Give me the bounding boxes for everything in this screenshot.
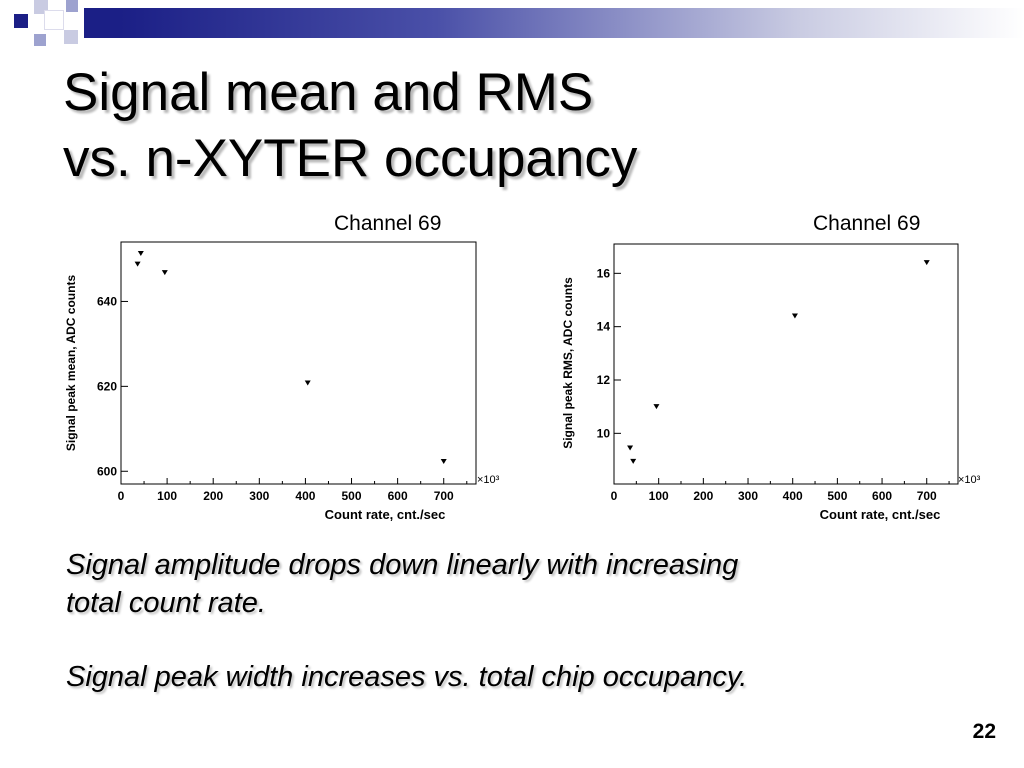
data-point <box>440 458 447 464</box>
y-tick-label: 14 <box>597 320 611 334</box>
rms-vs-rate-chart: 0 100 200 300 400 500 600 700 10 12 14 16 Signal pe… <box>561 243 981 522</box>
x-multiplier-label: ×10³ <box>477 474 500 486</box>
x-axis-label: Count rate, cnt./sec <box>325 507 446 522</box>
decor-square <box>34 34 46 46</box>
y-tick-label: 600 <box>97 464 117 478</box>
x-tick-label: 700 <box>434 489 454 503</box>
y-axis-label: Signal peak mean, ADC counts <box>64 275 78 452</box>
x-tick-label: 300 <box>249 489 269 503</box>
header-gradient-bar <box>120 8 1024 38</box>
paragraph-1-line-1: Signal amplitude drops down linearly wit… <box>66 549 739 581</box>
x-tick-label: 400 <box>783 489 803 503</box>
right-chart-title: Channel 69 <box>813 212 921 235</box>
x-tick-label: 400 <box>295 489 315 503</box>
x-tick-label: 200 <box>693 489 713 503</box>
y-tick-label: 10 <box>597 426 611 440</box>
left-chart-title: Channel 69 <box>334 212 442 235</box>
x-multiplier-label: ×10³ <box>958 474 981 486</box>
paragraph-1-line-2: total count rate. <box>66 587 266 619</box>
data-point <box>630 458 637 464</box>
paragraph-1: Signal amplitude drops down linearly wit… <box>66 546 966 622</box>
y-tick-label: 16 <box>597 266 611 280</box>
mean-vs-rate-chart: 0 100 200 300 400 500 600 700 600 620 640 Signal p… <box>64 241 500 522</box>
decor-square <box>84 8 120 38</box>
y-tick-label: 12 <box>597 373 611 387</box>
decor-square <box>14 14 28 28</box>
title-line-2: vs. n-XYTER occupancy <box>63 129 638 188</box>
data-point <box>627 445 634 451</box>
x-tick-label: 700 <box>917 489 937 503</box>
decor-square <box>44 10 64 30</box>
y-tick-label: 620 <box>97 379 117 393</box>
x-tick-label: 100 <box>649 489 669 503</box>
decor-square <box>66 0 78 12</box>
header-band <box>0 0 1024 46</box>
plot-frame <box>120 241 477 485</box>
x-tick-label: 600 <box>388 489 408 503</box>
page-number: 22 <box>972 720 996 743</box>
data-point <box>791 313 798 319</box>
slide-title: Signal mean and RMS vs. n-XYTER occupanc… <box>63 60 637 192</box>
data-point <box>923 260 930 266</box>
y-axis-label: Signal peak RMS, ADC counts <box>561 277 575 449</box>
data-point <box>134 261 141 267</box>
title-line-1: Signal mean and RMS <box>63 63 594 122</box>
data-point <box>304 380 311 386</box>
x-tick-label: 600 <box>872 489 892 503</box>
paragraph-2: Signal peak width increases vs. total ch… <box>66 661 748 693</box>
data-point <box>161 270 168 276</box>
x-tick-label: 500 <box>827 489 847 503</box>
x-tick-label: 300 <box>738 489 758 503</box>
x-axis-label: Count rate, cnt./sec <box>820 507 941 522</box>
y-tick-label: 640 <box>97 294 117 308</box>
x-tick-label: 500 <box>342 489 362 503</box>
plot-frame <box>613 243 959 485</box>
data-point <box>137 250 144 256</box>
x-tick-label: 100 <box>157 489 177 503</box>
data-point <box>653 404 660 410</box>
x-tick-label: 0 <box>118 489 125 503</box>
x-tick-label: 200 <box>203 489 223 503</box>
x-tick-label: 0 <box>611 489 618 503</box>
decor-square <box>64 30 78 44</box>
